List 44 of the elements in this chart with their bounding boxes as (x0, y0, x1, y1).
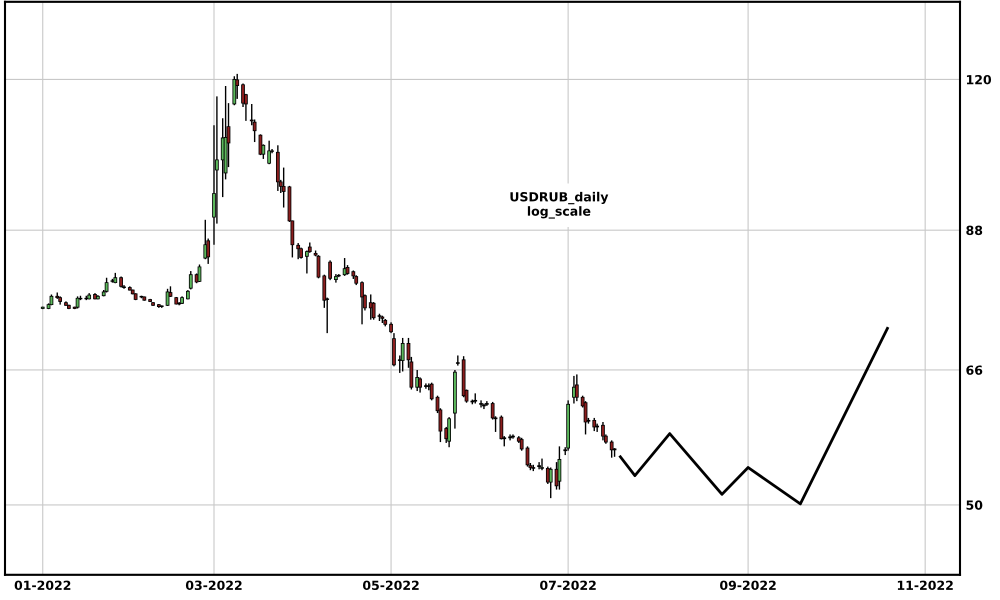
candlestick (76, 296, 80, 310)
candlestick (558, 446, 562, 490)
candlestick (447, 416, 451, 448)
x-tick-label: 09-2022 (720, 580, 776, 590)
candlestick (166, 288, 170, 307)
y-tick-label: 120 (966, 74, 992, 84)
candlestick (119, 276, 123, 288)
candlestick (299, 246, 303, 260)
x-tick-label: 05-2022 (362, 580, 419, 590)
candlestick (188, 270, 193, 290)
candlestick (473, 392, 478, 404)
candlestick (537, 461, 541, 470)
candlestick (548, 466, 553, 499)
y-tick-label: 50 (966, 500, 982, 510)
candlestick (400, 337, 405, 372)
candlestick (282, 166, 286, 208)
candlestick (198, 264, 202, 283)
x-tick-label: 07-2022 (540, 580, 596, 590)
y-tick-label: 88 (966, 226, 982, 236)
candlestick (316, 254, 320, 280)
candlestick (360, 280, 364, 326)
candlestick (354, 274, 358, 286)
candlestick (328, 260, 332, 281)
candlestick (592, 417, 596, 432)
candlestick (540, 458, 544, 471)
candlestick (456, 354, 460, 366)
y-tick-label: 66 (966, 365, 982, 375)
candlestick (601, 421, 605, 442)
candlestick (526, 446, 530, 468)
text: log_scale (528, 206, 590, 219)
candlestick (258, 134, 262, 156)
candlestick (574, 374, 579, 402)
candlestick (267, 140, 272, 165)
candlestick (104, 277, 108, 294)
candlestick (389, 322, 393, 334)
candlestick (610, 440, 614, 458)
x-tick-label: 03-2022 (186, 580, 242, 590)
candlestick (50, 294, 54, 306)
candlestick (520, 437, 524, 452)
x-tick-label: 11-2022 (898, 580, 953, 590)
text: USDRUB_daily (510, 192, 608, 204)
line-series (618, 326, 889, 506)
x-tick-label: 01-2022 (14, 580, 70, 590)
candlestick (430, 382, 434, 402)
